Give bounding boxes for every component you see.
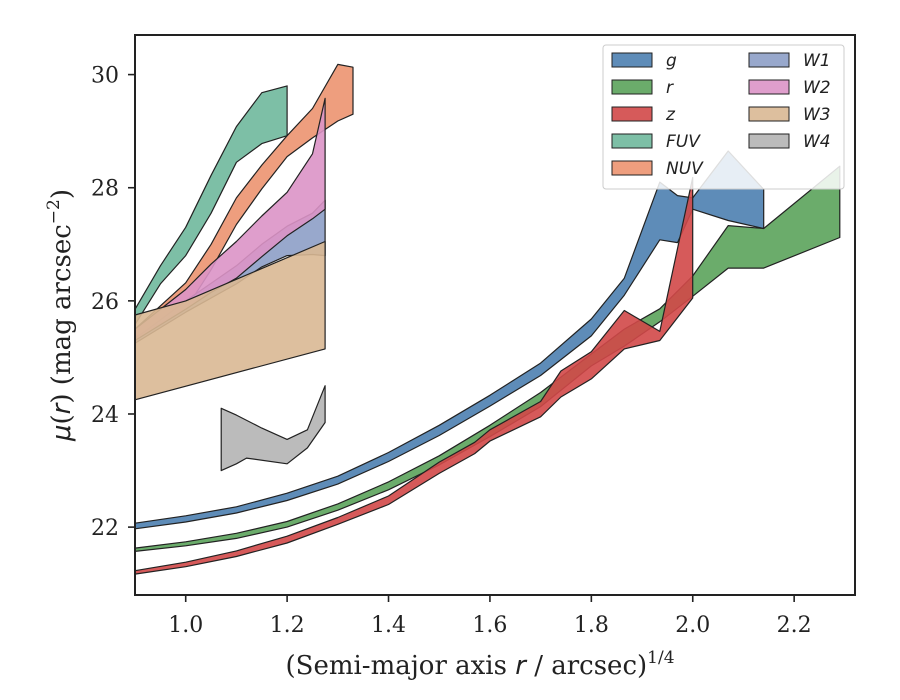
legend-swatch-w1 — [748, 52, 790, 68]
y-axis-label-exponent: −2 — [44, 199, 64, 224]
y-tick-label: 28 — [91, 177, 119, 202]
plot-frame — [134, 34, 856, 596]
legend-swatch-fuv — [611, 133, 653, 149]
legend-label-z: z — [665, 105, 676, 125]
legend-swatch-w3 — [748, 106, 790, 122]
y-axis-label-mu: μ — [47, 424, 77, 442]
legend-label-r: r — [666, 78, 674, 98]
y-axis-label-end: ) — [47, 189, 77, 199]
y-axis-label: μ(r) (mag arcsec−2) — [44, 189, 77, 442]
x-tick-label: 1.6 — [472, 613, 507, 638]
legend: grz FUV NUV W1 W2 W3 W4 — [602, 44, 845, 190]
y-tick-label: 24 — [91, 403, 119, 428]
legend-label-g: g — [666, 51, 677, 71]
y-axis-label-close: ) — [47, 393, 77, 403]
legend-swatch-r — [611, 79, 653, 95]
x-axis-label: (Semi-major axis r / arcsec)1/4 — [285, 648, 674, 681]
x-tick-label: 1.0 — [168, 613, 203, 638]
legend-swatch-z — [611, 106, 653, 122]
y-tick-label: 26 — [91, 290, 119, 315]
legend-label-w3: W3 — [803, 105, 831, 125]
legend-swatch-g — [611, 52, 653, 68]
x-axis-label-main: (Semi-major axis — [285, 651, 515, 681]
y-axis-label-open: ( — [47, 414, 77, 424]
y-axis-label-rest: (mag arcsec — [47, 224, 77, 393]
ticks-layer: 1.0 1.2 1.4 1.6 1.8 2.0 2.2 22 24 26 28 30 — [91, 64, 812, 638]
x-tick-label: 1.2 — [270, 613, 305, 638]
legend-label-w2: W2 — [803, 78, 831, 98]
x-tick-label: 1.4 — [371, 613, 406, 638]
legend-swatch-w4 — [748, 133, 790, 149]
series-band-fuv — [134, 85, 288, 326]
y-tick-label: 30 — [91, 64, 119, 89]
y-axis-label-var: r — [47, 401, 77, 414]
legend-swatch-w2 — [748, 79, 790, 95]
y-tick-label: 22 — [91, 516, 119, 541]
x-tick-label: 1.8 — [574, 613, 609, 638]
x-axis-label-var: r — [515, 651, 528, 681]
legend-label-nuv: NUV — [666, 159, 704, 179]
legend-swatch-nuv — [611, 160, 653, 176]
x-tick-label: 2.2 — [777, 613, 812, 638]
series-band-w4 — [220, 385, 326, 472]
legend-label-fuv: FUV — [666, 132, 701, 152]
x-axis-label-rest: / arcsec) — [526, 651, 647, 681]
x-axis-label-exponent: 1/4 — [647, 648, 674, 668]
x-tick-label: 2.0 — [675, 613, 710, 638]
legend-label-w1: W1 — [803, 51, 831, 71]
legend-label-w4: W4 — [803, 132, 831, 152]
series-band-nuv — [134, 63, 354, 338]
